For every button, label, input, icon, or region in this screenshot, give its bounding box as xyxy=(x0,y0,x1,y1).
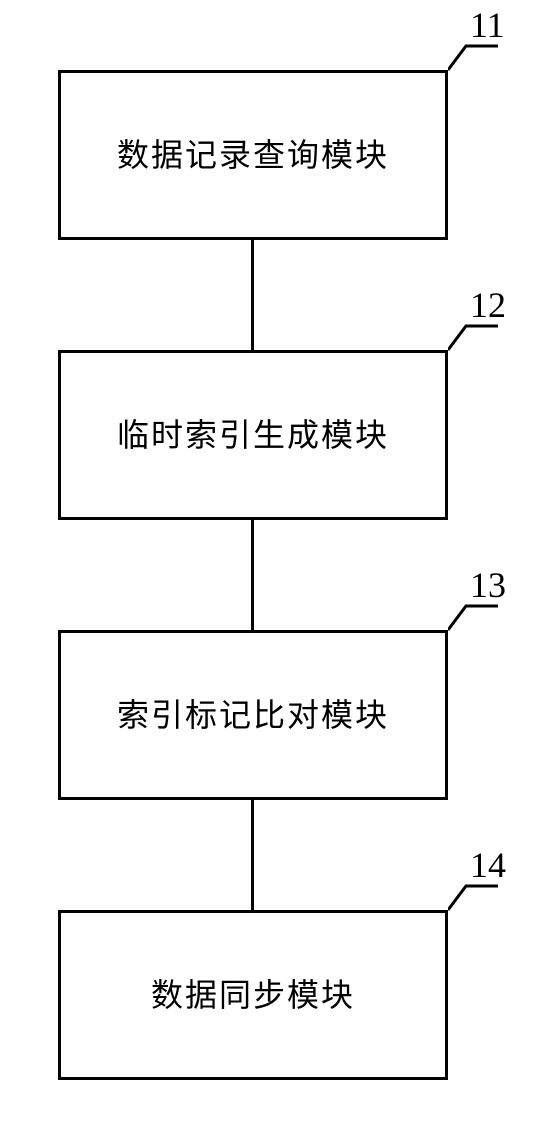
flowchart-node-3: 索引标记比对模块 xyxy=(58,630,448,800)
connector-3-4 xyxy=(251,800,254,910)
callout-4-number: 14 xyxy=(470,844,506,886)
callout-1-line xyxy=(448,42,508,74)
node-2-label: 临时索引生成模块 xyxy=(117,413,389,458)
callout-4-line xyxy=(448,882,508,914)
callout-2-line xyxy=(448,322,508,354)
callout-3-number: 13 xyxy=(470,564,506,606)
connector-1-2 xyxy=(251,240,254,350)
callout-3-line xyxy=(448,602,508,634)
node-4-label: 数据同步模块 xyxy=(151,973,355,1018)
flowchart-node-2: 临时索引生成模块 xyxy=(58,350,448,520)
callout-2-number: 12 xyxy=(470,284,506,326)
connector-2-3 xyxy=(251,520,254,630)
flowchart-node-4: 数据同步模块 xyxy=(58,910,448,1080)
node-1-label: 数据记录查询模块 xyxy=(117,133,389,178)
node-3-label: 索引标记比对模块 xyxy=(117,693,389,738)
callout-1-number: 11 xyxy=(470,4,505,46)
flowchart-node-1: 数据记录查询模块 xyxy=(58,70,448,240)
